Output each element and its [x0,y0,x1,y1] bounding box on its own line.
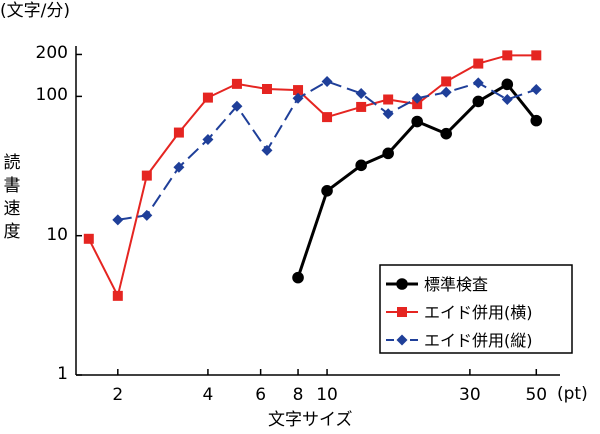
x-tick-label: 50 [525,385,548,405]
data-point [112,214,124,226]
x-unit-label: (pt) [557,384,588,404]
data-point [173,127,184,138]
data-point [502,50,513,61]
data-point [440,86,452,98]
series-1 [292,78,543,284]
data-point [322,112,333,123]
y-axis-title: 読書速度 [3,153,21,242]
data-point [472,77,484,89]
series-line [296,82,538,279]
data-point [411,115,423,128]
series-line [117,80,537,221]
data-point [412,99,423,110]
legend-box [379,264,573,354]
x-tick-label: 10 [316,385,338,405]
y-tick-label: 200 [35,43,68,64]
y-tick-label: 1 [57,364,68,384]
data-point [530,84,542,96]
data-point [141,170,152,181]
data-point [292,271,304,284]
legend-label: エイド併用(縦) [424,331,533,350]
data-point [356,101,367,112]
data-point [231,78,242,89]
legend-marker [396,334,408,346]
legend-marker [396,278,408,290]
y-tick-label: 100 [35,85,68,106]
data-point [411,92,423,104]
data-point [355,159,367,172]
data-point [141,209,153,221]
data-point [261,83,272,94]
legend-marker [397,307,407,317]
data-point [173,161,185,173]
data-point [382,147,394,160]
data-point [292,92,304,104]
x-tick-label: 4 [202,385,214,405]
data-point [530,114,543,127]
data-point [472,95,485,108]
data-point [501,93,513,105]
x-axis-title: 文字サイズ [268,410,353,430]
data-point [355,87,367,99]
data-point [83,233,94,244]
legend-label: エイド併用(横) [424,303,533,322]
data-point [441,76,452,87]
x-tick-label: 8 [292,385,304,405]
data-point [383,94,394,105]
data-point [231,100,243,112]
series-2 [83,50,542,301]
y-tick-label: 10 [46,224,68,245]
data-point [531,50,542,61]
data-point [501,78,514,91]
x-tick-label: 30 [459,385,481,405]
series-3 [112,75,542,226]
x-tick-label: 6 [255,385,267,405]
data-point [202,92,213,103]
data-point [321,185,333,197]
data-point [293,85,304,96]
data-point [321,75,333,87]
series-layer [83,50,543,301]
x-tick-label: 2 [112,385,124,405]
y-unit-label: (文字/分) [0,1,70,21]
data-point [202,134,214,146]
data-point [440,127,452,140]
data-point [473,58,484,69]
axes [75,46,560,376]
data-point [261,144,273,156]
data-point [382,108,394,120]
legend-label: 標準検査 [424,275,488,294]
series-line [87,54,537,297]
data-point [112,290,123,301]
